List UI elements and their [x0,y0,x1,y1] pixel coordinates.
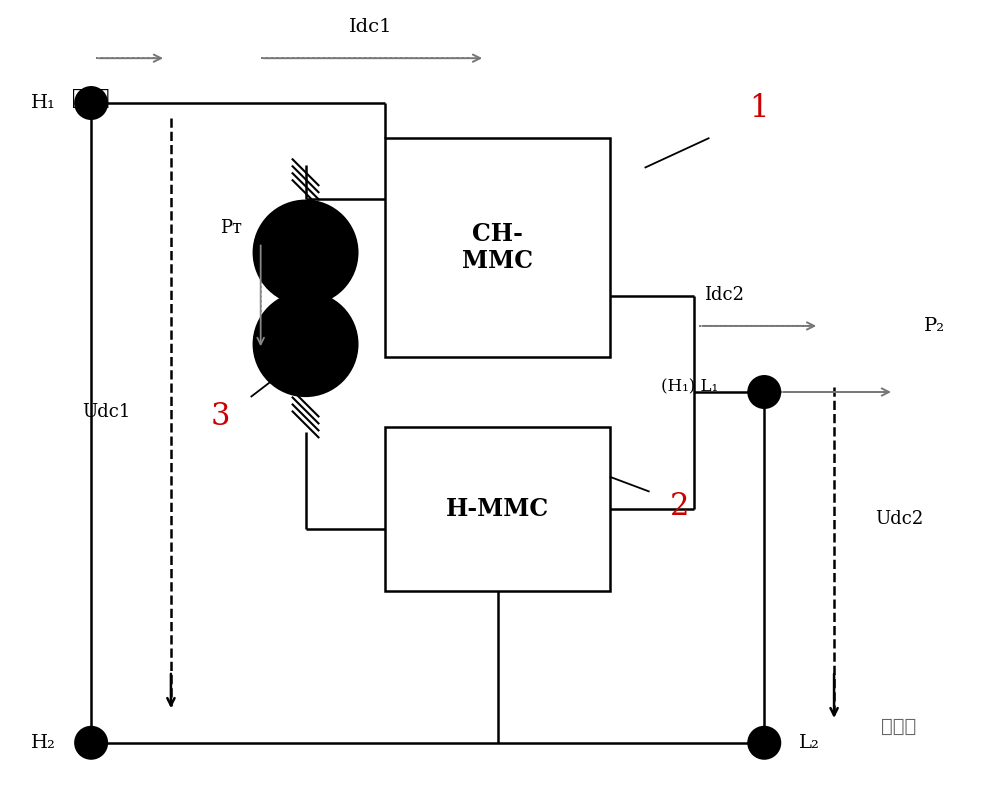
Text: 3: 3 [211,402,231,432]
Text: Pᴛ: Pᴛ [220,219,242,237]
Text: CH-
MMC: CH- MMC [462,222,533,273]
Text: (H₁) L₁: (H₁) L₁ [661,379,718,395]
Text: 低压侧: 低压侧 [881,718,917,736]
Text: H-MMC: H-MMC [446,497,549,521]
Text: 1: 1 [750,93,769,124]
Bar [385,138,610,357]
Text: H₂: H₂ [31,733,56,752]
Text: Udc2: Udc2 [875,510,923,528]
Bar [385,427,610,592]
Text: H₁: H₁ [31,94,56,112]
Circle shape [75,87,107,119]
Circle shape [75,727,107,759]
Text: 高压侧: 高压侧 [72,89,110,108]
Circle shape [254,292,357,396]
Text: Udc1: Udc1 [82,403,130,421]
Text: P₂: P₂ [924,317,945,335]
Text: 2: 2 [670,491,689,522]
Text: L₂: L₂ [799,733,820,752]
Text: Idc1: Idc1 [349,18,392,36]
Circle shape [748,376,780,408]
Circle shape [254,200,357,304]
Circle shape [748,727,780,759]
Text: Idc2: Idc2 [704,286,744,304]
